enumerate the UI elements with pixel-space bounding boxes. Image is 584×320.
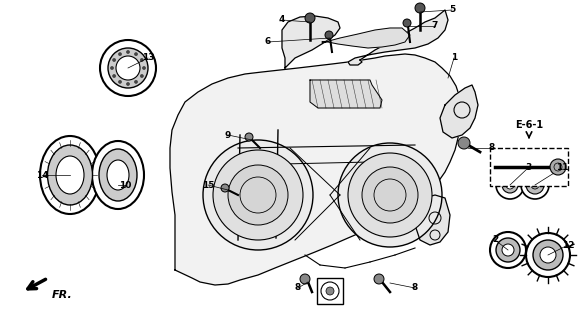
Circle shape	[550, 159, 566, 175]
Circle shape	[526, 233, 570, 277]
Circle shape	[305, 13, 315, 23]
Text: 8: 8	[489, 143, 495, 153]
Circle shape	[113, 59, 116, 61]
Text: 12: 12	[562, 241, 574, 250]
Text: 15: 15	[201, 180, 214, 189]
Circle shape	[300, 274, 310, 284]
Polygon shape	[282, 16, 340, 68]
Text: 9: 9	[225, 131, 231, 140]
Text: 8: 8	[412, 284, 418, 292]
Polygon shape	[415, 195, 450, 245]
Ellipse shape	[56, 156, 84, 194]
Circle shape	[502, 177, 518, 193]
Circle shape	[502, 244, 514, 256]
Circle shape	[526, 176, 544, 194]
Circle shape	[533, 240, 563, 270]
Text: 14: 14	[36, 171, 48, 180]
Text: 1: 1	[451, 53, 457, 62]
Text: 8: 8	[295, 284, 301, 292]
Circle shape	[540, 247, 556, 263]
Circle shape	[245, 133, 253, 141]
Ellipse shape	[107, 160, 129, 190]
Polygon shape	[440, 85, 478, 138]
Ellipse shape	[47, 145, 92, 205]
Circle shape	[134, 53, 137, 56]
Text: 11: 11	[556, 164, 568, 172]
Circle shape	[325, 31, 333, 39]
Circle shape	[140, 75, 143, 77]
Circle shape	[415, 3, 425, 13]
Ellipse shape	[92, 141, 144, 209]
Circle shape	[362, 167, 418, 223]
Polygon shape	[310, 80, 382, 108]
Circle shape	[203, 140, 313, 250]
Text: 10: 10	[119, 180, 131, 189]
Circle shape	[490, 232, 526, 268]
Circle shape	[119, 53, 121, 56]
Ellipse shape	[99, 149, 137, 201]
Circle shape	[348, 153, 432, 237]
Polygon shape	[322, 28, 410, 48]
Text: 5: 5	[449, 5, 455, 14]
Bar	[490, 148, 568, 186]
Circle shape	[374, 274, 384, 284]
Text: 7: 7	[432, 21, 438, 30]
Circle shape	[110, 67, 113, 69]
Circle shape	[108, 48, 148, 88]
Circle shape	[119, 80, 121, 83]
Text: 2: 2	[492, 236, 498, 244]
Circle shape	[127, 83, 130, 85]
Text: E-6-1: E-6-1	[515, 120, 543, 130]
Polygon shape	[170, 54, 462, 285]
Circle shape	[221, 184, 229, 192]
Circle shape	[116, 56, 140, 80]
Circle shape	[113, 75, 116, 77]
Circle shape	[338, 143, 442, 247]
Circle shape	[100, 40, 156, 96]
Circle shape	[496, 238, 520, 262]
Circle shape	[521, 171, 549, 199]
Circle shape	[326, 287, 334, 295]
Text: 6: 6	[265, 37, 271, 46]
Circle shape	[458, 137, 470, 149]
Circle shape	[496, 171, 524, 199]
Polygon shape	[348, 10, 448, 65]
Circle shape	[213, 150, 303, 240]
Circle shape	[506, 181, 514, 189]
Text: 4: 4	[279, 15, 285, 25]
Ellipse shape	[40, 136, 100, 214]
Circle shape	[134, 80, 137, 83]
Circle shape	[127, 51, 130, 53]
Text: 13: 13	[142, 53, 154, 62]
Circle shape	[140, 59, 143, 61]
Bar	[317, 278, 343, 304]
Circle shape	[403, 19, 411, 27]
Circle shape	[228, 165, 288, 225]
Text: 3: 3	[525, 164, 531, 172]
Circle shape	[142, 67, 145, 69]
Text: FR.: FR.	[52, 290, 73, 300]
